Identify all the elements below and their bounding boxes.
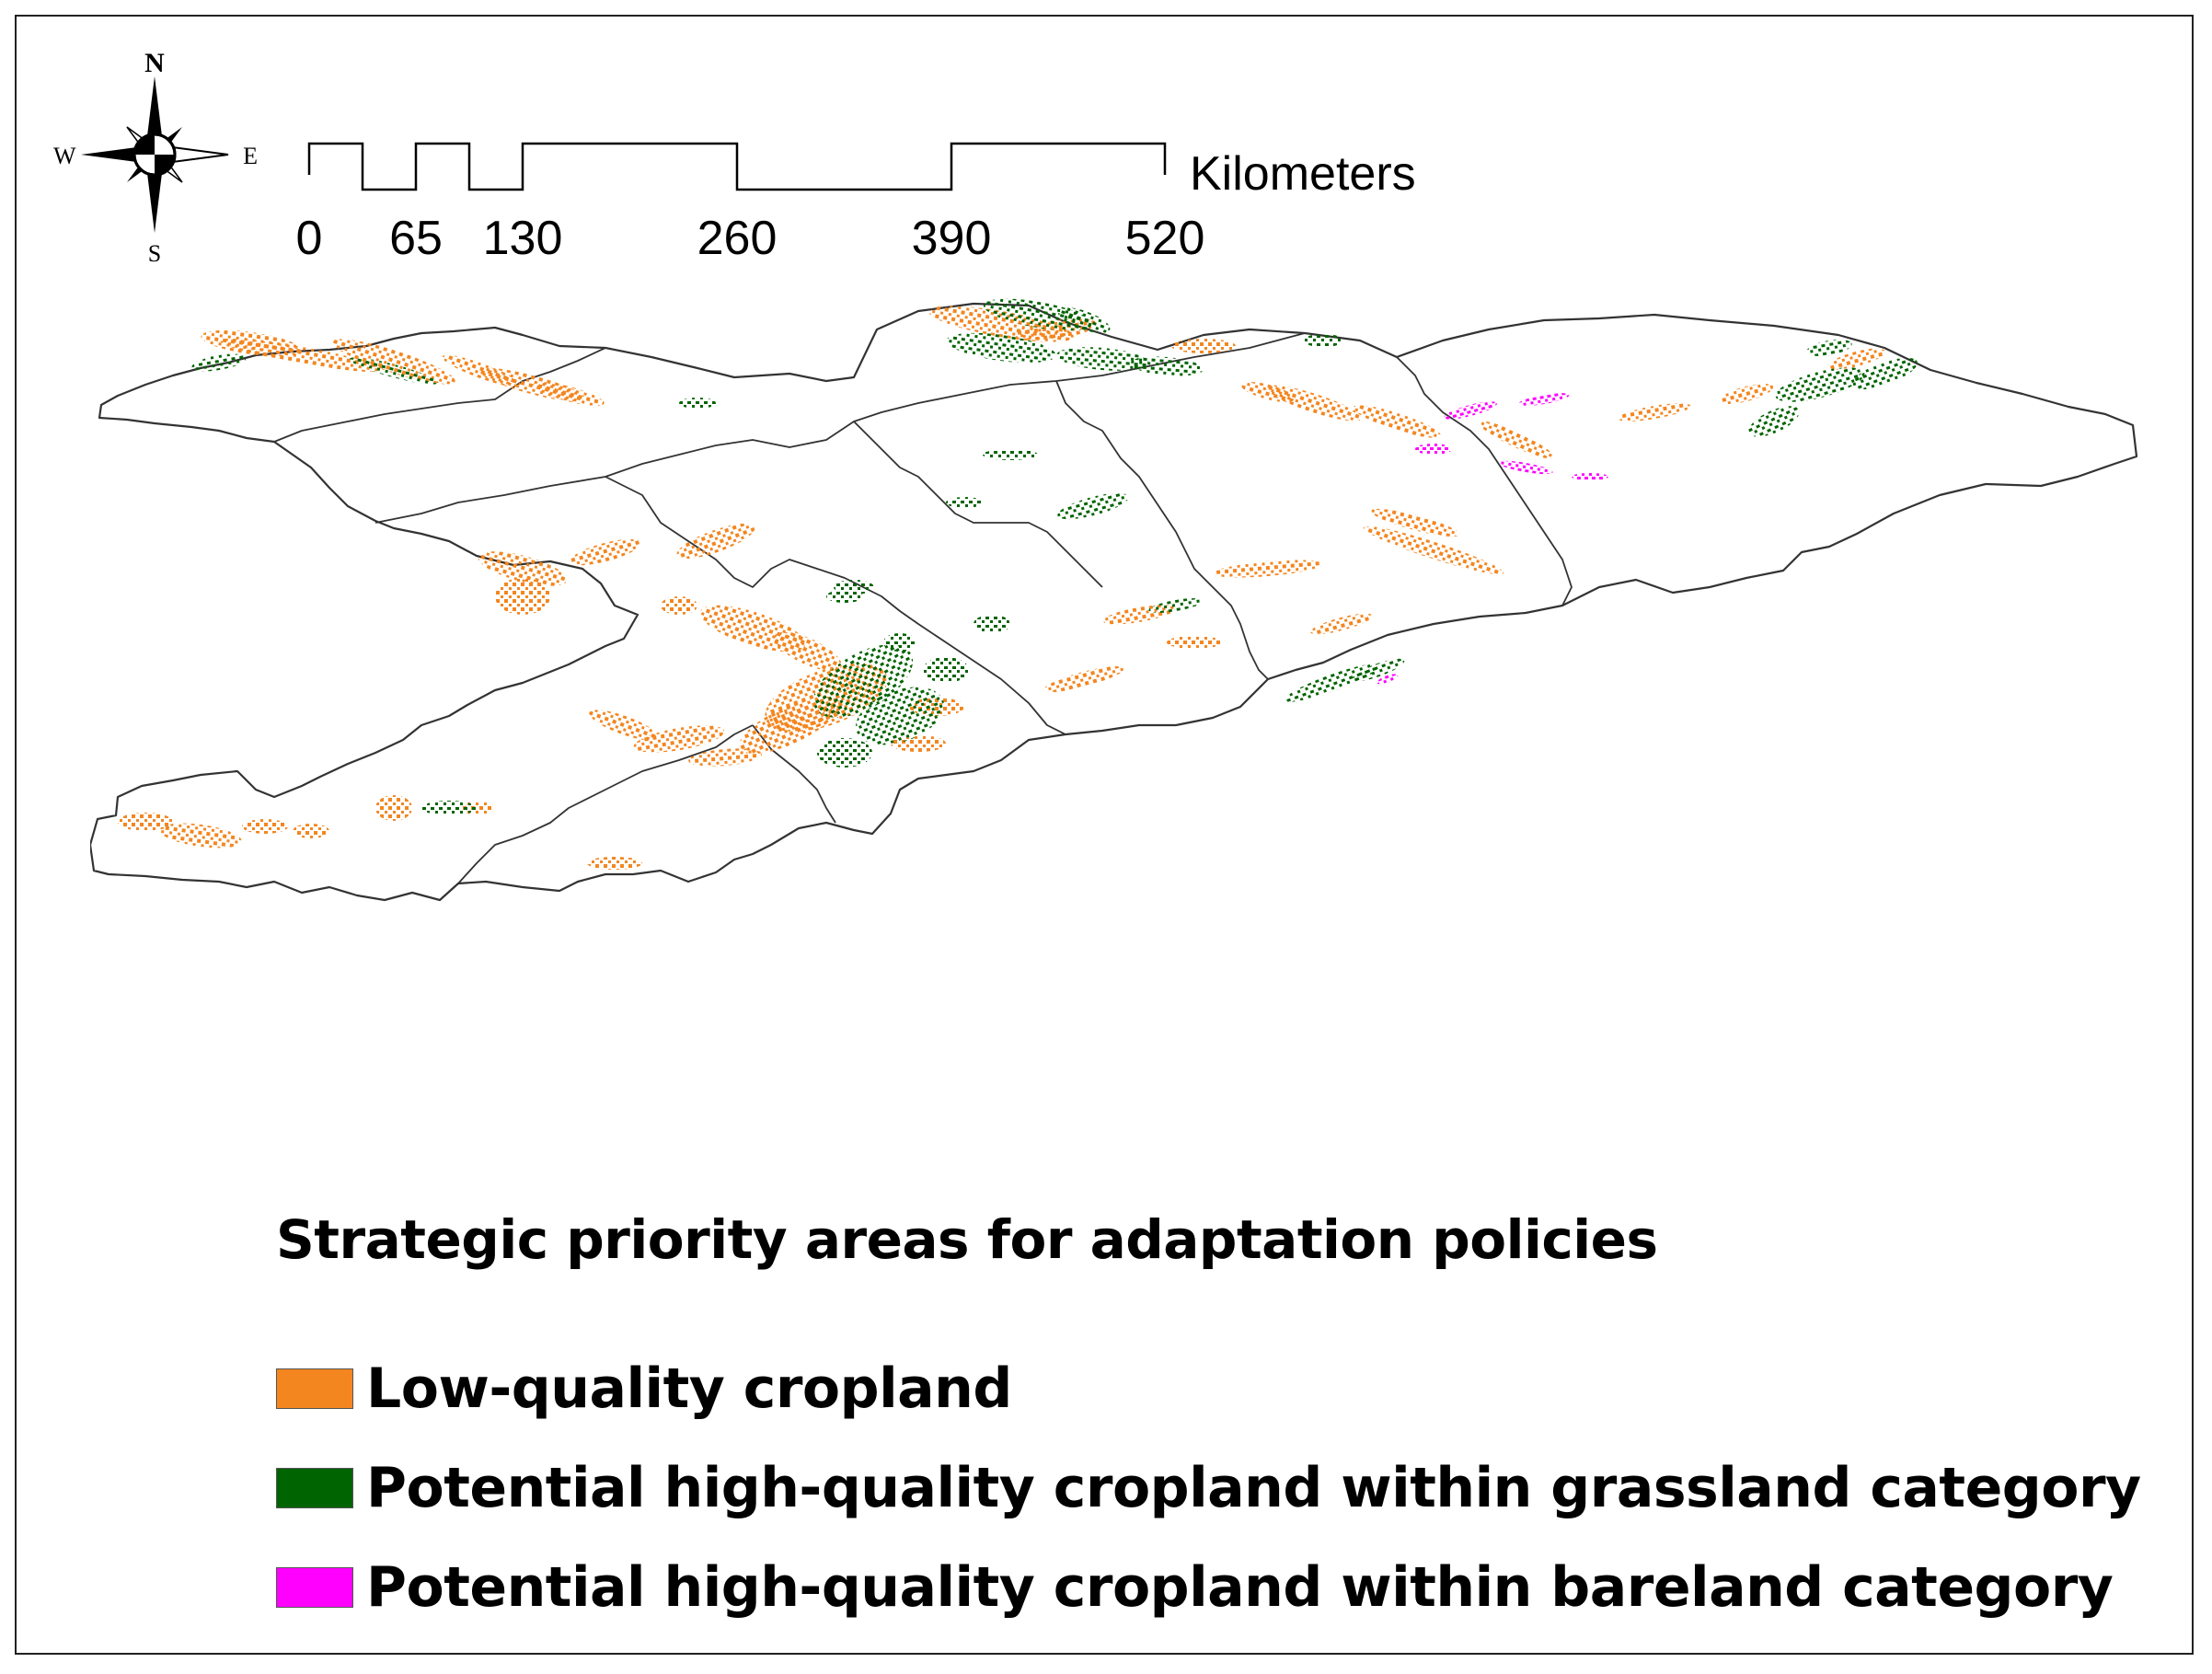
legend-swatch-orange [276,1368,353,1409]
scale-tick-0: 0 [296,212,323,265]
scale-unit-label: Kilometers [1190,147,1416,201]
compass-east-label: E [243,143,258,169]
bareland-high-quality-areas [1377,393,1608,685]
compass-rose-icon: N S W E [53,48,258,265]
legend-swatch-green [276,1468,353,1508]
legend-label-low-quality: Low-quality cropland [366,1357,1012,1421]
compass-north-label: N [144,48,165,78]
scale-bar: 0 65 130 260 390 520 Kilometers [296,142,1416,265]
legend-title: Strategic priority areas for adaptation … [276,1208,1658,1271]
legend-label-grassland: Potential high-quality cropland within g… [366,1456,2141,1520]
legend-item-grassland: Potential high-quality cropland within g… [276,1452,2141,1524]
scale-bar-line [307,142,1167,191]
compass-south-label: S [148,240,161,265]
legend-item-bareland: Potential high-quality cropland within b… [276,1552,2114,1623]
grassland-high-quality-areas [191,298,1918,815]
scale-tick-130: 130 [483,212,563,265]
scale-tick-260: 260 [697,212,778,265]
kyrgyzstan-map [90,298,2138,902]
scale-tick-390: 390 [912,212,992,265]
compass-west-label: W [53,143,76,169]
legend-swatch-magenta [276,1567,353,1608]
oblast-boundaries [273,332,1573,884]
legend-label-bareland: Potential high-quality cropland within b… [366,1555,2114,1620]
map-frame: N S W E 0 65 130 260 390 520 Kilometers [15,15,2194,1655]
country-boundary [90,302,2138,902]
scale-tick-520: 520 [1125,212,1205,265]
scale-tick-65: 65 [389,212,443,265]
legend-item-low-quality: Low-quality cropland [276,1353,1012,1425]
